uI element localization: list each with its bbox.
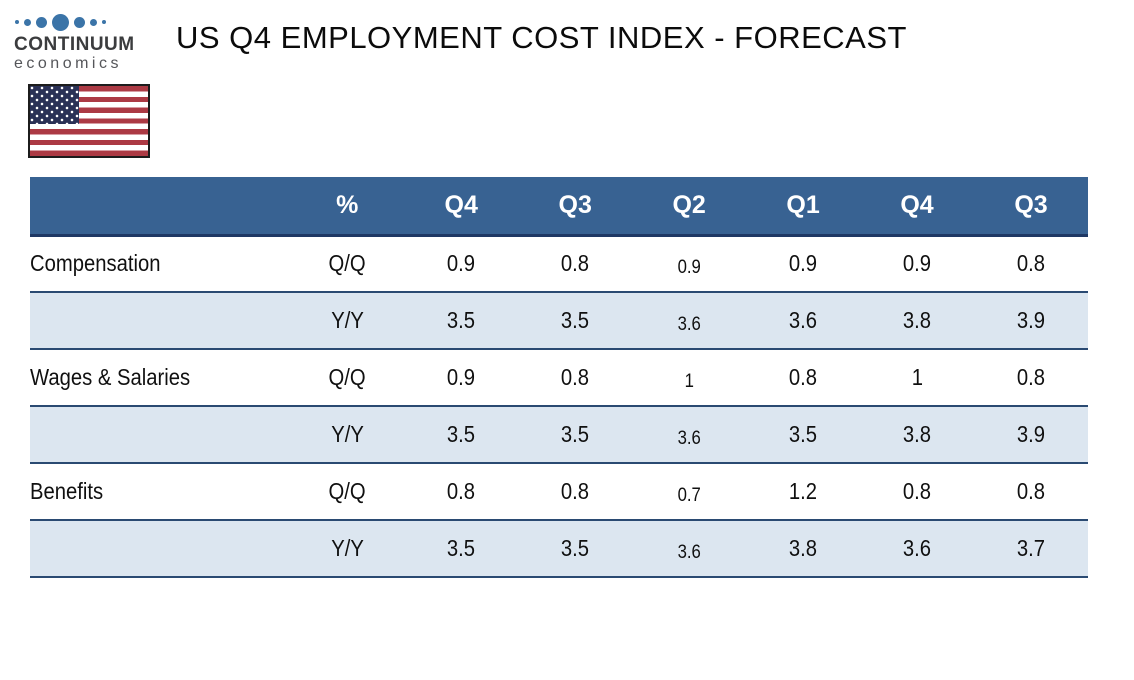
value-cell: 3.6 <box>902 535 932 561</box>
column-header-quarter: Q1 <box>786 190 820 219</box>
logo-subtitle: economics <box>14 55 122 72</box>
value-cell: 3.9 <box>1016 307 1046 333</box>
value-cell: 3.6 <box>677 314 701 335</box>
logo-dot <box>24 18 31 26</box>
row-label-cell <box>30 520 290 577</box>
column-header-unit: % <box>336 190 359 219</box>
continuum-logo: CONTINUUM economics <box>14 12 135 73</box>
table-row: Wages & Salaries Q/Q 0.9 0.8 1 0.8 1 0.8 <box>30 349 1088 406</box>
value-cell: 3.8 <box>902 421 932 447</box>
value-cell: 0.9 <box>902 250 932 277</box>
value-cell: 3.5 <box>789 421 818 447</box>
value-cell: 0.8 <box>1016 478 1046 504</box>
logo-dot <box>36 16 47 28</box>
column-header-quarter: Q4 <box>444 190 478 219</box>
value-cell: 3.8 <box>902 307 932 333</box>
continuum-dots-icon <box>15 12 135 32</box>
row-label-cell: Compensation <box>30 250 161 277</box>
data-table: % Q4 Q3 Q2 Q1 Q4 Q3 Compensation Q/Q 0.9… <box>30 177 1088 578</box>
value-cell: 3.5 <box>561 421 590 447</box>
value-cell: 0.8 <box>1016 364 1046 390</box>
value-cell: 3.5 <box>447 307 476 333</box>
table-row: Benefits Q/Q 0.8 0.8 0.7 1.2 0.8 0.8 <box>30 463 1088 520</box>
value-cell: 3.5 <box>561 307 590 333</box>
logo-dot <box>74 16 85 28</box>
table-row: Y/Y 3.5 3.5 3.6 3.8 3.6 3.7 <box>30 520 1088 577</box>
measure-cell: Y/Y <box>330 307 364 333</box>
measure-cell: Q/Q <box>328 478 366 504</box>
row-label-cell <box>30 406 290 463</box>
logo-dot <box>90 18 97 26</box>
value-cell: 3.5 <box>447 421 476 447</box>
value-cell: 0.8 <box>902 478 932 504</box>
value-cell: 0.8 <box>561 478 590 504</box>
page-title: US Q4 EMPLOYMENT COST INDEX - FORECAST <box>176 20 907 55</box>
value-cell: 1 <box>684 371 694 392</box>
row-label-cell: Wages & Salaries <box>30 364 191 390</box>
column-header-blank <box>30 177 290 235</box>
value-cell: 3.9 <box>1016 421 1046 447</box>
logo-dot <box>102 20 106 24</box>
column-header-quarter: Q3 <box>558 190 592 219</box>
value-cell: 0.8 <box>561 364 590 390</box>
logo-dot <box>52 13 69 31</box>
us-flag-icon <box>28 84 150 158</box>
measure-cell: Q/Q <box>328 250 366 277</box>
measure-cell: Q/Q <box>328 364 366 390</box>
flag-canton-stars <box>30 86 79 124</box>
value-cell: 0.9 <box>447 364 476 390</box>
value-cell: 0.9 <box>447 250 476 277</box>
table-row: Y/Y 3.5 3.5 3.6 3.5 3.8 3.9 <box>30 406 1088 463</box>
column-header-quarter: Q3 <box>1014 190 1048 219</box>
row-label-cell <box>30 292 290 349</box>
value-cell: 0.9 <box>677 257 701 279</box>
value-cell: 0.7 <box>677 485 701 506</box>
value-cell: 1 <box>911 364 923 390</box>
value-cell: 0.8 <box>561 250 590 277</box>
value-cell: 0.8 <box>1016 250 1046 277</box>
table-row: Y/Y 3.5 3.5 3.6 3.6 3.8 3.9 <box>30 292 1088 349</box>
value-cell: 3.6 <box>789 307 818 333</box>
value-cell: 3.7 <box>1016 535 1046 561</box>
measure-cell: Y/Y <box>330 421 364 447</box>
logo-dot <box>15 20 19 24</box>
value-cell: 1.2 <box>789 478 818 504</box>
value-cell: 3.8 <box>789 535 818 561</box>
value-cell: 3.6 <box>677 428 701 449</box>
value-cell: 3.6 <box>677 542 701 563</box>
value-cell: 0.9 <box>789 250 818 277</box>
table-row: Compensation Q/Q 0.9 0.8 0.9 0.9 0.9 0.8 <box>30 235 1088 292</box>
logo-wordmark: CONTINUUM <box>14 34 135 55</box>
eci-forecast-table: % Q4 Q3 Q2 Q1 Q4 Q3 Compensation Q/Q 0.9… <box>30 177 1088 578</box>
measure-cell: Y/Y <box>330 535 364 561</box>
value-cell: 0.8 <box>447 478 476 504</box>
value-cell: 3.5 <box>561 535 590 561</box>
column-header-quarter: Q4 <box>900 190 934 219</box>
row-label-cell: Benefits <box>30 478 104 504</box>
value-cell: 3.5 <box>447 535 476 561</box>
table-header-row: % Q4 Q3 Q2 Q1 Q4 Q3 <box>30 177 1088 235</box>
column-header-quarter: Q2 <box>672 190 706 219</box>
value-cell: 0.8 <box>789 364 818 390</box>
